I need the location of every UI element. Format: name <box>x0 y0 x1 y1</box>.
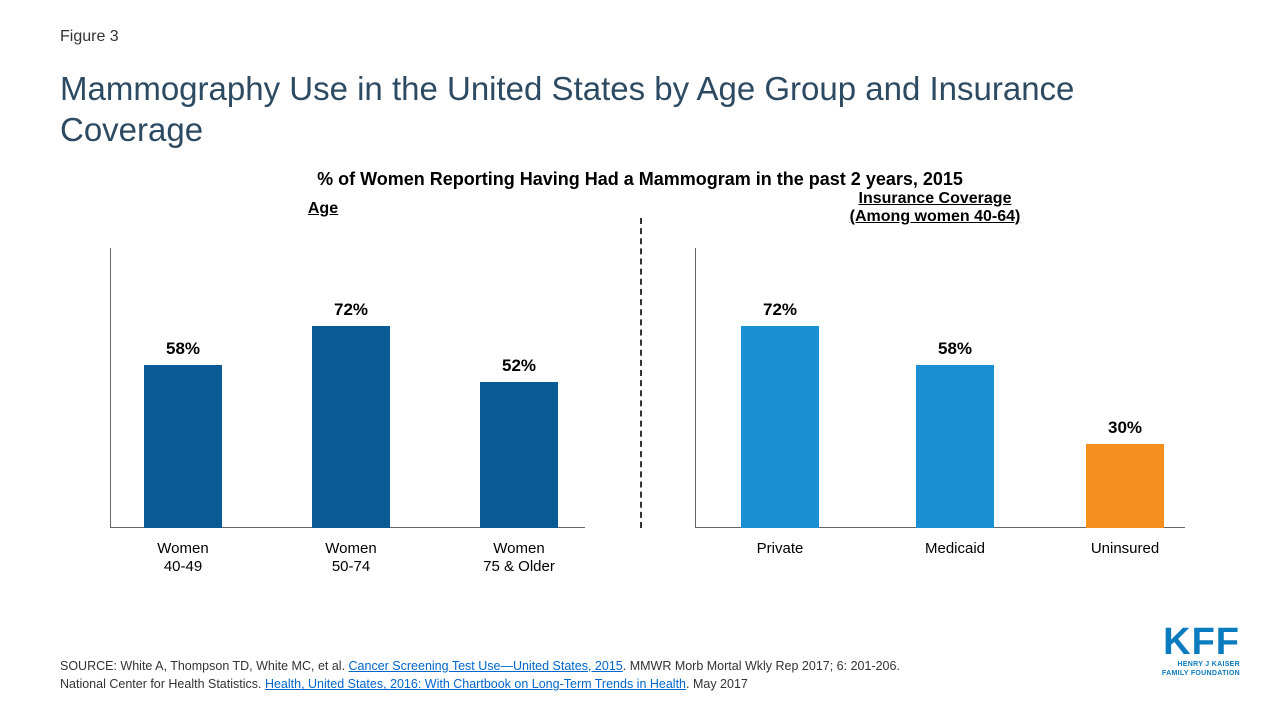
bar-category-label: Women 75 & Older <box>449 534 589 578</box>
figure-label: Figure 3 <box>60 28 1220 46</box>
kff-logo: KFF HENRY J KAISER FAMILY FOUNDATION <box>1162 626 1240 678</box>
source-text: . MMWR Morb Mortal Wkly Rep 2017; 6: 201… <box>623 659 900 673</box>
bar-category-label: Women 40-49 <box>113 534 253 578</box>
bar <box>312 326 390 528</box>
source-text: National Center for Health Statistics. <box>60 677 265 691</box>
bar-value-label: 72% <box>334 300 368 320</box>
chart-container: Age Insurance Coverage (Among women 40-6… <box>75 200 1205 580</box>
bar-value-label: 58% <box>166 339 200 359</box>
page-title: Mammography Use in the United States by … <box>60 68 1220 151</box>
bar-category-label: Private <box>710 534 850 559</box>
bar <box>1086 444 1164 528</box>
bar-value-label: 30% <box>1108 418 1142 438</box>
source-link-1[interactable]: Cancer Screening Test Use—United States,… <box>349 659 623 673</box>
bar <box>144 365 222 527</box>
bar-category-label: Medicaid <box>885 534 1025 559</box>
bar-value-label: 72% <box>763 300 797 320</box>
bar <box>480 382 558 528</box>
bar-category-label: Women 50-74 <box>281 534 421 578</box>
source-citation: SOURCE: White A, Thompson TD, White MC, … <box>60 657 900 695</box>
source-link-2[interactable]: Health, United States, 2016: With Chartb… <box>265 677 686 691</box>
page: Figure 3 Mammography Use in the United S… <box>0 0 1280 720</box>
bar-value-label: 58% <box>938 339 972 359</box>
bar <box>916 365 994 527</box>
chart-subtitle: % of Women Reporting Having Had a Mammog… <box>60 169 1220 190</box>
bar-value-label: 52% <box>502 356 536 376</box>
bar-area: 58% Women 40-49 72% Women 50-74 52% Women 75 … <box>75 200 1205 580</box>
bar-category-label: Uninsured <box>1055 534 1195 559</box>
logo-text: KFF <box>1162 626 1240 658</box>
bar <box>741 326 819 528</box>
source-text: SOURCE: White A, Thompson TD, White MC, … <box>60 659 349 673</box>
logo-subtext: FAMILY FOUNDATION <box>1162 670 1240 678</box>
source-text: . May 2017 <box>686 677 748 691</box>
